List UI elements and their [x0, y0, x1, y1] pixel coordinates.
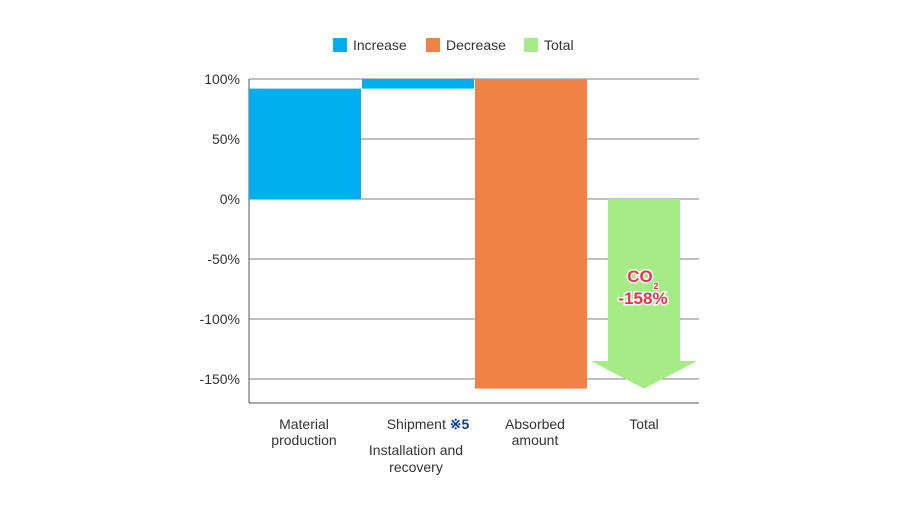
- co2-subscript: 2: [653, 281, 658, 291]
- legend-swatch: [426, 38, 440, 52]
- x-category-label: amount: [512, 432, 559, 448]
- y-tick-label: 50%: [212, 131, 240, 147]
- y-tick-label: -100%: [200, 311, 240, 327]
- x-category-label: Total: [629, 416, 659, 432]
- legend-label: Decrease: [446, 37, 506, 53]
- legend-swatch: [524, 38, 538, 52]
- x-category-label: production: [271, 432, 336, 448]
- total-annotation: CO 2-158%: [617, 266, 669, 310]
- legend-swatch: [333, 38, 347, 52]
- y-tick-label: 100%: [204, 71, 240, 87]
- footnote-marker: ※5: [450, 416, 470, 432]
- bar-decrease: [475, 79, 587, 389]
- co2-label: CO: [627, 267, 653, 286]
- x-category-label: Absorbed: [505, 416, 565, 432]
- x-category-label: Material: [279, 416, 329, 432]
- y-axis: 100% 50% 0% -50% -100% -150%: [200, 71, 699, 404]
- y-tick-label: 0%: [220, 191, 240, 207]
- co2-value: -158%: [618, 289, 667, 308]
- bar-total: [591, 199, 697, 389]
- legend-label: Increase: [353, 37, 407, 53]
- bar-increase: [362, 79, 474, 89]
- legend-label: Total: [544, 37, 574, 53]
- x-category-label-text: Shipment: [387, 416, 450, 432]
- x-category-label: Shipment ※5: [387, 416, 470, 432]
- bar-increase: [249, 88, 361, 199]
- legend: Increase Decrease Total: [333, 37, 574, 53]
- x-category-label: Installation and: [369, 442, 463, 458]
- bars: [249, 79, 697, 389]
- x-category-label: recovery: [389, 459, 443, 475]
- y-tick-label: -150%: [200, 371, 240, 387]
- y-tick-label: -50%: [207, 251, 240, 267]
